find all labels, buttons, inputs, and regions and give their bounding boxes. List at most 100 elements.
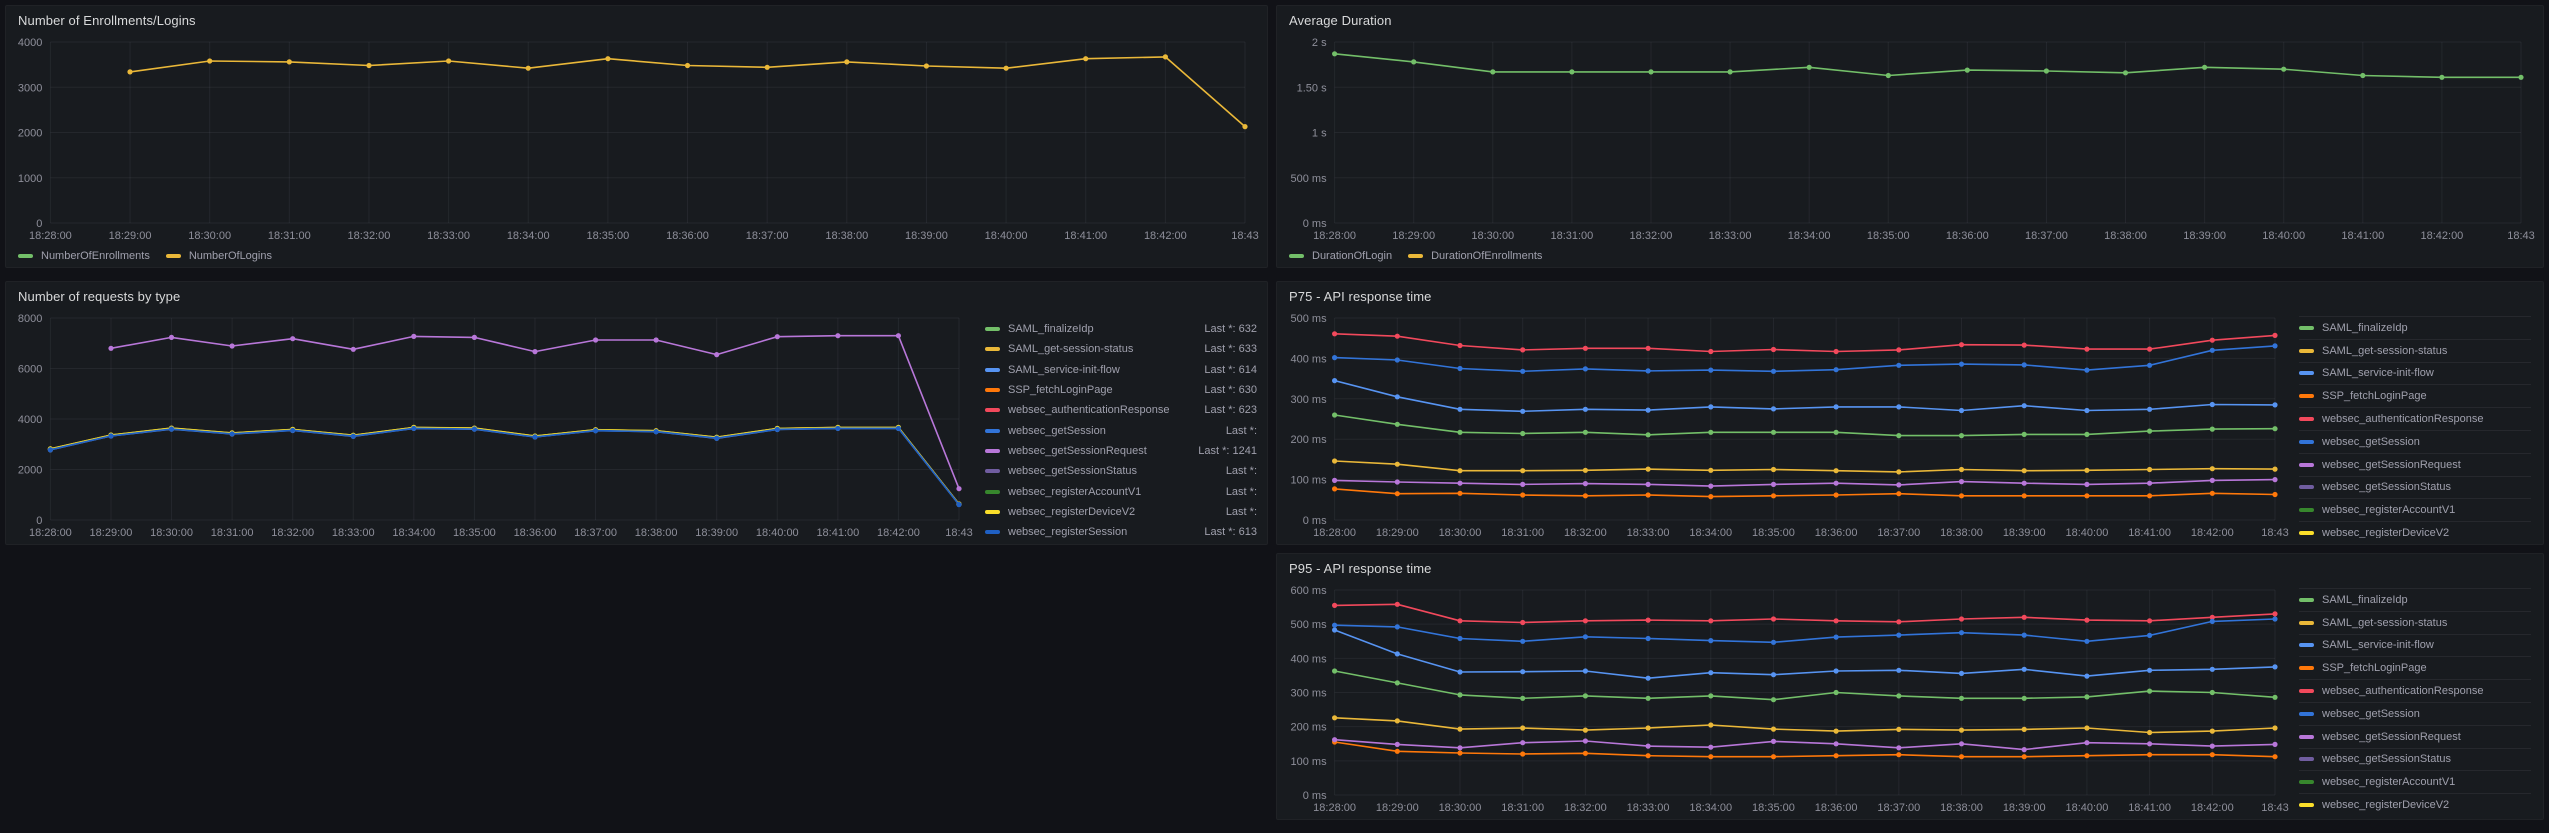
legend-item[interactable]: websec_registerAccountV1 [2299,770,2531,793]
series-last-value: Last *: [1225,424,1257,437]
svg-text:18:41:00: 18:41:00 [2128,527,2171,539]
series-label: SAML_finalizeIdp [1008,323,1094,336]
legend-item[interactable]: DurationOfLogin [1289,248,1392,264]
legend-item[interactable]: SSP_fetchLoginPage [2299,656,2531,679]
series-last-value: Last *: 623 [1204,404,1257,417]
series-label: SAML_get-session-status [2322,344,2448,357]
series-color-swatch [1289,254,1304,258]
legend-item[interactable]: websec_registerAccountV1 [2299,498,2531,521]
svg-text:18:36:00: 18:36:00 [1946,230,1989,242]
series-label: DurationOfLogin [1312,250,1393,262]
svg-text:18:39:00: 18:39:00 [2183,230,2226,242]
legend-item[interactable]: DurationOfEnrollments [1408,248,1542,264]
legend-item[interactable]: NumberOfEnrollments [18,248,150,264]
series-label: websec_getSessionStatus [2322,753,2452,766]
svg-text:18:38:00: 18:38:00 [825,230,868,242]
chart-svg: 0 ms 100 ms 200 ms 300 ms 400 ms 500 ms 600 ms… [1291,585,2289,814]
series-label: NumberOfLogins [188,250,272,262]
series-color-swatch [18,254,33,258]
legend-item[interactable]: SAML_service-init-flow Last *: 614 [985,360,1257,380]
legend-item[interactable]: websec_registerDeviceV2 [2299,793,2531,813]
legend-item[interactable]: SAML_finalizeIdp [2299,316,2531,339]
svg-text:18:39:00: 18:39:00 [695,527,738,539]
svg-text:18:43: 18:43 [2507,230,2535,242]
legend-item[interactable]: websec_getSession [2299,701,2531,725]
svg-text:18:28:00: 18:28:00 [1313,527,1356,539]
legend-item[interactable]: websec_registerDeviceV2 [2299,521,2531,538]
legend-item[interactable]: websec_getSessionRequest Last *: 1241 [985,441,1257,461]
panel-title[interactable]: Number of Enrollments/Logins [18,13,196,28]
legend-item[interactable]: websec_registerSession Last *: 613 [985,522,1257,540]
legend-item[interactable]: websec_authenticationResponse [2299,407,2531,430]
svg-text:18:37:00: 18:37:00 [1877,802,1920,814]
series-color-swatch [2299,780,2314,785]
panel-title[interactable]: P95 - API response time [1289,561,1432,576]
legend-item[interactable]: websec_getSessionStatus [2299,475,2531,499]
panel-title[interactable]: P75 - API response time [1289,289,1432,304]
svg-text:18:35:00: 18:35:00 [1752,527,1795,539]
series-color-swatch [2299,417,2314,422]
legend-item[interactable]: SAML_finalizeIdp [2299,588,2531,611]
legend-item[interactable]: NumberOfLogins [165,248,272,264]
legend-item[interactable]: SAML_service-init-flow [2299,361,2531,385]
svg-text:18:33:00: 18:33:00 [1627,527,1670,539]
legend-item[interactable]: SSP_fetchLoginPage [2299,384,2531,407]
enrollments-logins-chart[interactable]: 0 1000 2000 3000 4000 18:28:00 18:29:00 18:30:0… [12,32,1261,245]
panel-title[interactable]: Average Duration [1289,13,1392,28]
legend-item[interactable]: websec_getSessionStatus [2299,747,2531,771]
panel-requests-by-type: Number of requests by type 0 2000 4000 6000… [5,281,1268,545]
svg-text:18:30:00: 18:30:00 [1471,230,1514,242]
legend-item[interactable]: websec_registerDeviceV2 Last *: [985,502,1257,522]
panel-title[interactable]: Number of requests by type [18,289,181,304]
series-label: websec_authenticationResponse [2322,685,2484,698]
series-color-swatch [2299,508,2314,513]
legend-item[interactable]: websec_authenticationResponse Last *: 623 [985,400,1257,420]
svg-text:18:35:00: 18:35:00 [586,230,629,242]
series-color-swatch [985,448,1000,453]
svg-text:18:28:00: 18:28:00 [1313,230,1356,242]
svg-text:18:33:00: 18:33:00 [1709,230,1752,242]
svg-text:18:37:00: 18:37:00 [1877,527,1920,539]
svg-text:18:32:00: 18:32:00 [348,230,391,242]
legend-item[interactable]: SAML_get-session-status [2299,610,2531,634]
svg-text:18:39:00: 18:39:00 [905,230,948,242]
svg-text:1000: 1000 [18,173,42,185]
legend-item[interactable]: SAML_service-init-flow [2299,633,2531,657]
svg-text:18:42:00: 18:42:00 [1144,230,1187,242]
legend-item[interactable]: SAML_finalizeIdp Last *: 632 [985,319,1257,339]
svg-text:18:40:00: 18:40:00 [2262,230,2305,242]
p75-api-response-chart[interactable]: 0 ms 100 ms 200 ms 300 ms 400 ms 500 ms 18:28:… [1283,308,2291,542]
svg-text:0: 0 [36,218,42,230]
enrollments-logins-legend: NumberOfEnrollments NumberOfLogins [18,248,272,264]
legend-item[interactable]: SSP_fetchLoginPage Last *: 630 [985,380,1257,400]
series-color-swatch [2299,597,2314,602]
average-duration-chart[interactable]: 0 ms 500 ms 1 s 1.50 s 2 s 18:28:00 18:29:00 18… [1283,32,2537,245]
svg-text:18:41:00: 18:41:00 [2341,230,2384,242]
legend-item[interactable]: websec_getSession [2299,429,2531,453]
legend-item[interactable]: websec_getSessionRequest [2299,452,2531,476]
series-label: websec_authenticationResponse [1008,404,1170,417]
series-label: websec_registerAccountV1 [1008,485,1142,498]
svg-text:18:36:00: 18:36:00 [514,527,557,539]
svg-text:6000: 6000 [18,364,42,376]
svg-text:18:31:00: 18:31:00 [1550,230,1593,242]
svg-text:18:43: 18:43 [2261,802,2289,814]
legend-item[interactable]: websec_getSessionRequest [2299,724,2531,748]
svg-text:18:30:00: 18:30:00 [1439,802,1482,814]
series-color-swatch [985,388,1000,393]
svg-text:18:29:00: 18:29:00 [1376,527,1419,539]
legend-item[interactable]: websec_registerAccountV1 Last *: [985,481,1257,501]
svg-text:18:30:00: 18:30:00 [188,230,231,242]
legend-item[interactable]: websec_getSession Last *: [985,420,1257,440]
series-color-swatch [2299,462,2314,467]
series-label: SAML_service-init-flow [2322,367,2434,380]
svg-text:3000: 3000 [18,82,42,94]
p95-api-response-chart[interactable]: 0 ms 100 ms 200 ms 300 ms 400 ms 500 ms 600 ms… [1283,580,2291,817]
legend-item[interactable]: SAML_get-session-status [2299,338,2531,362]
svg-text:4000: 4000 [18,414,42,426]
requests-by-type-chart[interactable]: 0 2000 4000 6000 8000 18:28:00 18:29:00 18:30:0… [12,308,975,542]
svg-text:18:38:00: 18:38:00 [1940,802,1983,814]
legend-item[interactable]: SAML_get-session-status Last *: 633 [985,339,1257,359]
legend-item[interactable]: websec_authenticationResponse [2299,679,2531,702]
legend-item[interactable]: websec_getSessionStatus Last *: [985,461,1257,481]
